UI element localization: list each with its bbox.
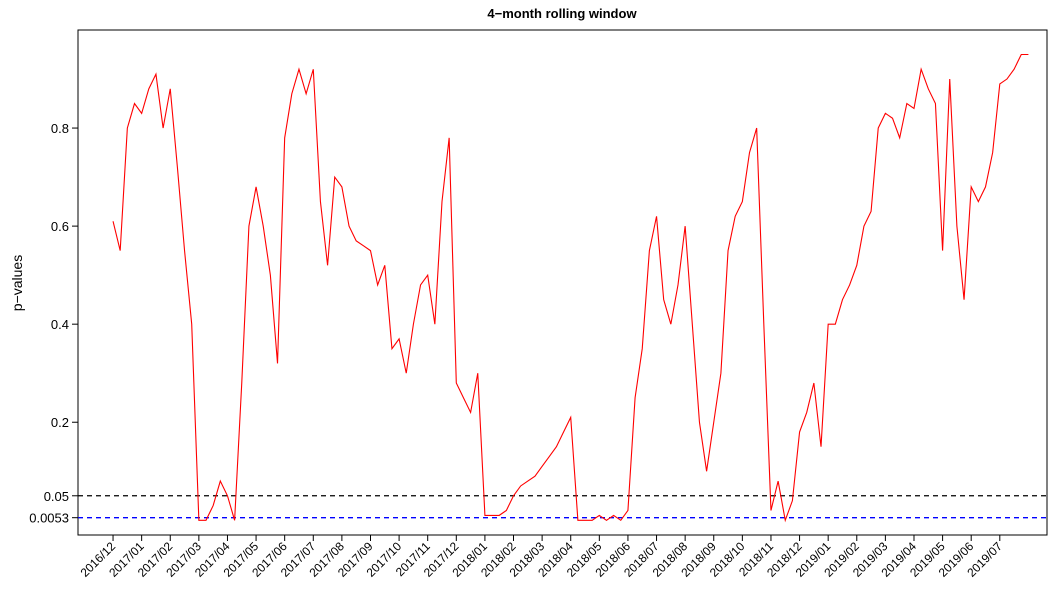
- chart-title: 4−month rolling window: [487, 6, 637, 21]
- plot-frame: [77, 29, 1048, 536]
- y-tick-label: 0.0053: [29, 511, 69, 526]
- y-tick-label: 0.4: [51, 317, 69, 332]
- y-tick-label: 0.8: [51, 121, 69, 136]
- y-axis-label: p−values: [9, 255, 25, 311]
- y-tick-label: 0.05: [44, 489, 69, 504]
- data-line: [112, 53, 1029, 523]
- y-tick-label: 0.6: [51, 219, 69, 234]
- y-tick-label: 0.2: [51, 415, 69, 430]
